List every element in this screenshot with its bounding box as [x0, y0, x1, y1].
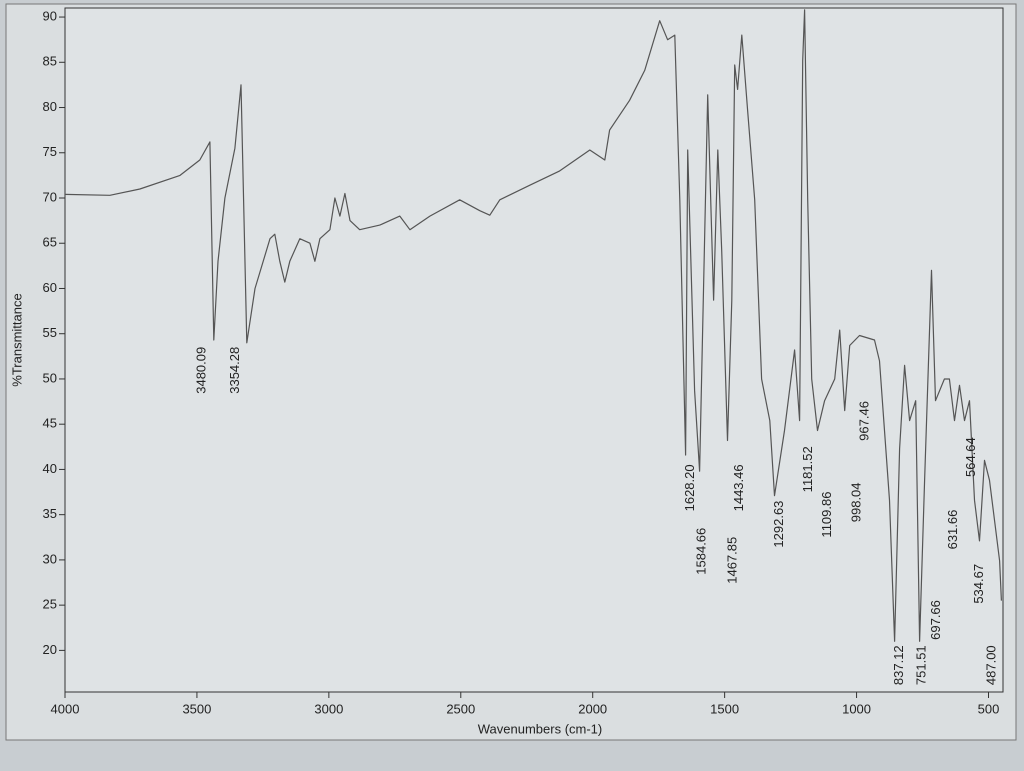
peak-label: 631.66	[945, 510, 960, 550]
peak-label: 534.67	[971, 564, 986, 604]
peak-label: 697.66	[928, 600, 943, 640]
peak-label: 967.46	[857, 401, 872, 441]
peak-label: 998.04	[849, 482, 864, 522]
peak-label: 1584.66	[694, 528, 709, 575]
x-tick-label: 2500	[446, 701, 475, 716]
plot-area	[64, 7, 1004, 693]
peak-label: 3354.28	[227, 347, 242, 394]
y-tick-label: 55	[43, 325, 57, 340]
y-tick-label: 35	[43, 506, 57, 521]
x-tick-label: 1500	[710, 701, 739, 716]
y-tick-label: 90	[43, 8, 57, 23]
peak-label: 3480.09	[194, 347, 209, 394]
y-tick-label: 85	[43, 54, 57, 69]
y-tick-label: 25	[43, 597, 57, 612]
x-tick-label: 1000	[842, 701, 871, 716]
y-tick-label: 40	[43, 461, 57, 476]
peak-label: 1628.20	[682, 464, 697, 511]
peak-label: 1109.86	[819, 492, 834, 538]
y-tick-label: 75	[43, 144, 57, 159]
peak-label: 837.12	[891, 645, 906, 685]
peak-label: 1467.85	[725, 537, 740, 584]
peak-label: 751.51	[914, 645, 929, 685]
x-tick-label: 2000	[578, 701, 607, 716]
x-tick-label: 3500	[182, 701, 211, 716]
peak-label: 564.64	[963, 437, 978, 477]
y-tick-label: 80	[43, 99, 57, 114]
peak-label: 487.00	[983, 645, 998, 685]
spectrum-line	[64, 9, 1002, 642]
y-tick-label: 50	[43, 370, 57, 385]
y-tick-label: 20	[43, 642, 57, 657]
y-tick-label: 70	[43, 189, 57, 204]
y-axis-label: %Transmittance	[9, 293, 24, 386]
y-tick-label: 65	[43, 235, 57, 250]
peak-label: 1181.52	[800, 446, 815, 492]
y-tick-label: 45	[43, 416, 57, 431]
peak-label: 1292.63	[771, 501, 786, 548]
x-tick-label: 3000	[314, 701, 343, 716]
x-axis-label: Wavenumbers (cm-1)	[478, 721, 602, 736]
x-tick-label: 500	[978, 701, 1000, 716]
y-tick-label: 30	[43, 551, 57, 566]
y-tick-label: 60	[43, 280, 57, 295]
peak-label: 1443.46	[731, 464, 746, 511]
x-tick-label: 4000	[51, 701, 80, 716]
